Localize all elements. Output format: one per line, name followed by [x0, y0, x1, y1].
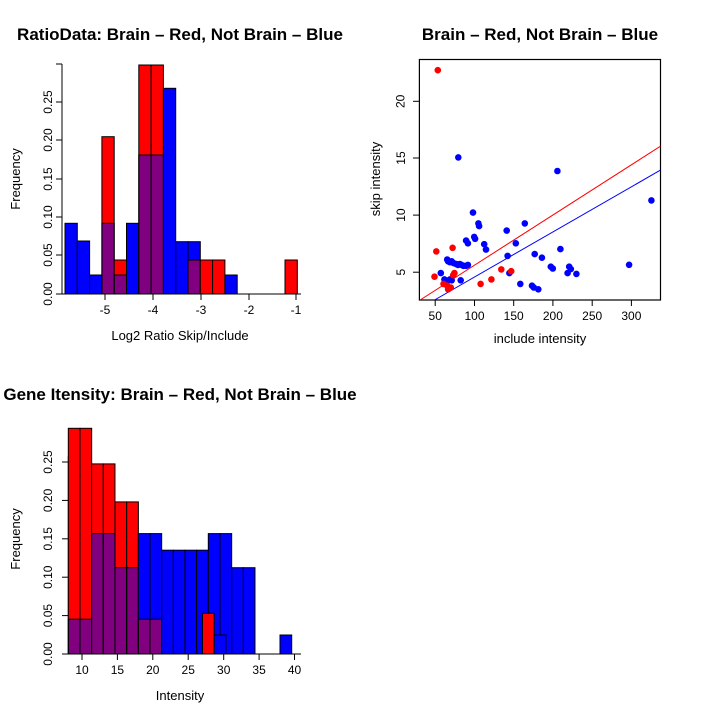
svg-text:RatioData: Brain – Red, Not Br: RatioData: Brain – Red, Not Brain – Blue [17, 25, 343, 44]
svg-text:20: 20 [146, 663, 160, 677]
svg-text:Frequency: Frequency [8, 508, 23, 570]
svg-text:250: 250 [582, 309, 602, 323]
svg-text:0.25: 0.25 [41, 450, 55, 474]
svg-text:25: 25 [182, 663, 196, 677]
svg-text:200: 200 [543, 309, 563, 323]
svg-text:-4: -4 [148, 303, 159, 317]
svg-text:15: 15 [394, 151, 408, 165]
svg-text:Log2 Ratio Skip/Include: Log2 Ratio Skip/Include [111, 328, 248, 343]
svg-text:skip intensity: skip intensity [368, 141, 383, 216]
svg-text:150: 150 [504, 309, 524, 323]
svg-text:20: 20 [394, 94, 408, 108]
svg-text:Gene Itensity: Brain – Red, No: Gene Itensity: Brain – Red, Not Brain – … [3, 385, 356, 404]
svg-text:-2: -2 [244, 303, 255, 317]
svg-text:0.25: 0.25 [41, 90, 55, 114]
svg-text:0.10: 0.10 [41, 205, 55, 229]
svg-text:0.15: 0.15 [41, 527, 55, 551]
svg-text:Intensity: Intensity [156, 688, 205, 703]
svg-text:30: 30 [217, 663, 231, 677]
svg-text:10: 10 [394, 208, 408, 222]
svg-text:0.05: 0.05 [41, 604, 55, 628]
svg-text:0.20: 0.20 [41, 128, 55, 152]
svg-text:include intensity: include intensity [494, 331, 587, 346]
svg-text:35: 35 [252, 663, 266, 677]
svg-text:0.15: 0.15 [41, 167, 55, 191]
svg-text:15: 15 [111, 663, 125, 677]
svg-text:100: 100 [464, 309, 484, 323]
svg-text:0.05: 0.05 [41, 243, 55, 267]
svg-text:0.00: 0.00 [41, 642, 55, 666]
svg-text:0.00: 0.00 [41, 282, 55, 306]
svg-text:10: 10 [75, 663, 89, 677]
svg-text:Brain – Red, Not Brain – Blue: Brain – Red, Not Brain – Blue [422, 25, 658, 44]
svg-text:0.10: 0.10 [41, 565, 55, 589]
svg-text:0.20: 0.20 [41, 488, 55, 512]
svg-text:300: 300 [621, 309, 641, 323]
svg-text:5: 5 [394, 269, 408, 276]
svg-text:40: 40 [288, 663, 302, 677]
svg-text:-3: -3 [196, 303, 207, 317]
svg-text:-5: -5 [100, 303, 111, 317]
svg-text:50: 50 [429, 309, 443, 323]
svg-text:-1: -1 [291, 303, 302, 317]
svg-text:Frequency: Frequency [8, 148, 23, 210]
